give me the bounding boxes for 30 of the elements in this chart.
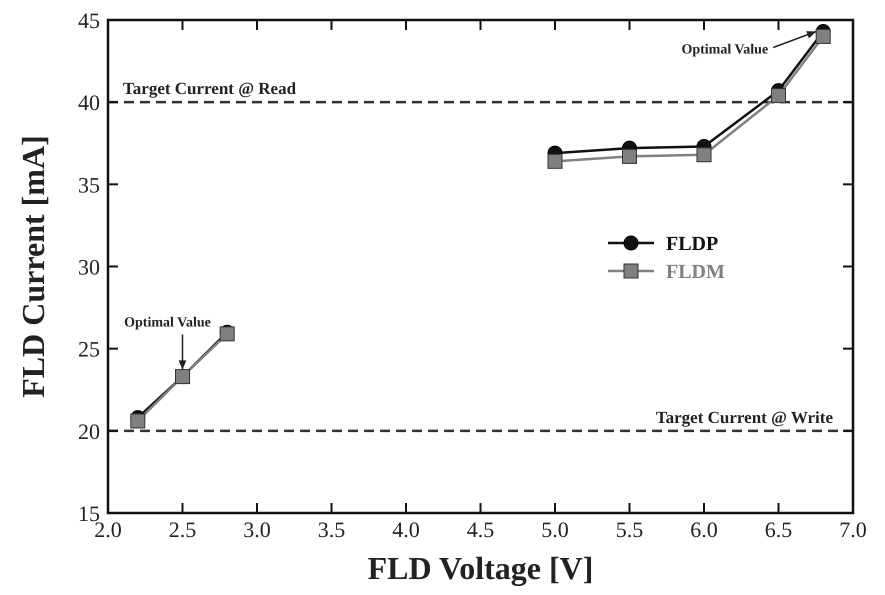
x-tick-label: 3.0	[243, 517, 271, 542]
y-tick-label: 30	[78, 254, 100, 280]
x-tick-label: 5.5	[616, 517, 644, 542]
y-tick-label: 25	[78, 336, 100, 362]
point	[771, 88, 786, 104]
x-axis-title: FLD Voltage [V]	[368, 550, 594, 587]
x-tick-label: 3.5	[318, 517, 346, 542]
point	[696, 147, 712, 162]
y-tick-label: 45	[78, 8, 100, 33]
x-tick-label: 2.5	[168, 517, 196, 542]
legend-label: FLDM	[666, 261, 725, 283]
x-tick-label: 6.0	[690, 517, 718, 542]
y-tick-label: 20	[78, 418, 100, 444]
y-tick-label: 35	[78, 172, 100, 198]
y-axis-title: FLD Current [mA]	[15, 135, 51, 398]
point	[816, 28, 831, 44]
ref-line-label: Target Current @ Read	[123, 79, 297, 98]
ref-line-label: Target Current @ Write	[656, 408, 834, 427]
x-tick-label: 7.0	[839, 517, 867, 542]
annotation: Optimal Value	[681, 42, 768, 58]
x-tick-label: 5.0	[541, 517, 569, 542]
point	[622, 148, 637, 164]
x-tick-label: 6.5	[764, 517, 792, 542]
annotation: Optimal Value	[124, 316, 211, 331]
x-tick-label: 4.5	[466, 517, 494, 542]
x-tick-label: 4.0	[392, 517, 420, 542]
legend-label: FLDP	[666, 233, 718, 255]
y-tick-label: 40	[78, 90, 100, 116]
point	[130, 413, 146, 428]
point	[548, 154, 562, 169]
